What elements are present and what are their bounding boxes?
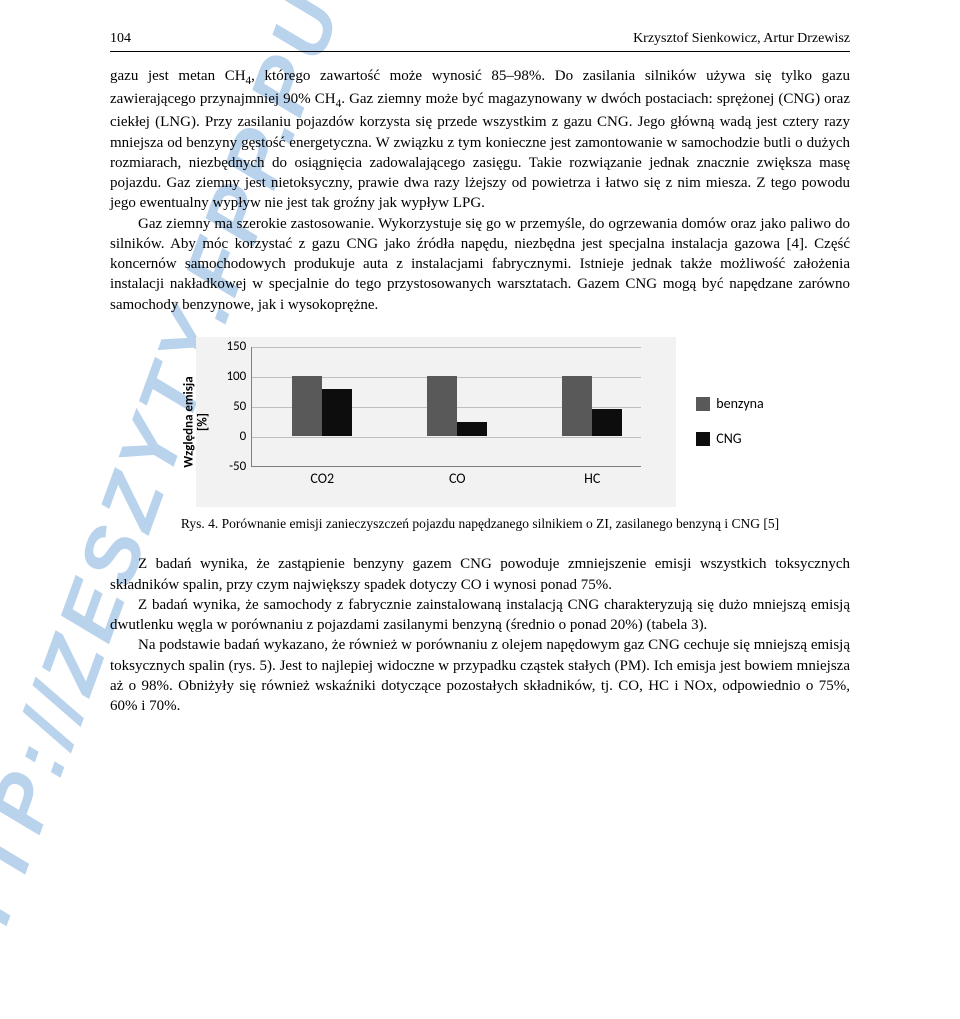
legend-label: CNG — [716, 430, 741, 449]
paragraph-1: gazu jest metan CH4, którego zawartość m… — [110, 66, 850, 214]
figure-caption: Rys. 4. Porównanie emisji zanieczyszczeń… — [110, 515, 850, 533]
y-tick-label: 100 — [226, 368, 252, 386]
paragraph-3: Z badań wynika, że zastąpienie benzyny g… — [110, 554, 850, 595]
paragraph-2: Gaz ziemny ma szerokie zastosowanie. Wyk… — [110, 214, 850, 315]
header-authors: Krzysztof Sienkowicz, Artur Drzewisz — [633, 30, 850, 49]
legend-item: benzyna — [696, 395, 763, 414]
paragraph-4: Z badań wynika, że samochody z fabryczni… — [110, 595, 850, 636]
chart-legend: benzyna CNG — [696, 395, 763, 449]
x-category-label: CO2 — [310, 466, 334, 489]
p1-text-a: gazu jest metan CH — [110, 68, 246, 84]
bar-group — [427, 376, 487, 436]
bar — [592, 409, 622, 436]
ylabel-line1: Względna emisja — [182, 376, 197, 467]
y-axis-label: Względna emisja [%] — [183, 376, 212, 467]
y-tick-label: 50 — [233, 398, 252, 416]
page-header: 104 Krzysztof Sienkowicz, Artur Drzewisz — [110, 30, 850, 52]
p1-text-c: . Gaz ziemny może być magazynowany w dwó… — [110, 91, 850, 211]
paragraph-5: Na podstawie badań wykazano, że również … — [110, 635, 850, 716]
legend-swatch — [696, 432, 710, 446]
emissions-bar-chart: Względna emisja [%] -50050100150CO2COHC — [196, 337, 676, 507]
bar — [457, 422, 487, 436]
legend-swatch — [696, 397, 710, 411]
gridline — [252, 437, 641, 438]
bar — [562, 376, 592, 436]
emissions-chart-wrapper: Względna emisja [%] -50050100150CO2COHC … — [110, 337, 850, 507]
bar — [427, 376, 457, 436]
y-tick-label: -50 — [229, 458, 252, 476]
plot-area: -50050100150CO2COHC — [251, 347, 641, 467]
bar — [292, 376, 322, 436]
legend-label: benzyna — [716, 395, 763, 414]
page-number: 104 — [110, 30, 131, 49]
gridline — [252, 347, 641, 348]
bar — [322, 389, 352, 436]
bar-group — [292, 376, 352, 436]
y-tick-label: 0 — [240, 428, 253, 446]
x-category-label: HC — [584, 466, 600, 489]
bar-group — [562, 376, 622, 436]
x-category-label: CO — [449, 466, 466, 489]
ylabel-line2: [%] — [196, 413, 211, 431]
legend-item: CNG — [696, 430, 763, 449]
y-tick-label: 150 — [226, 338, 252, 356]
